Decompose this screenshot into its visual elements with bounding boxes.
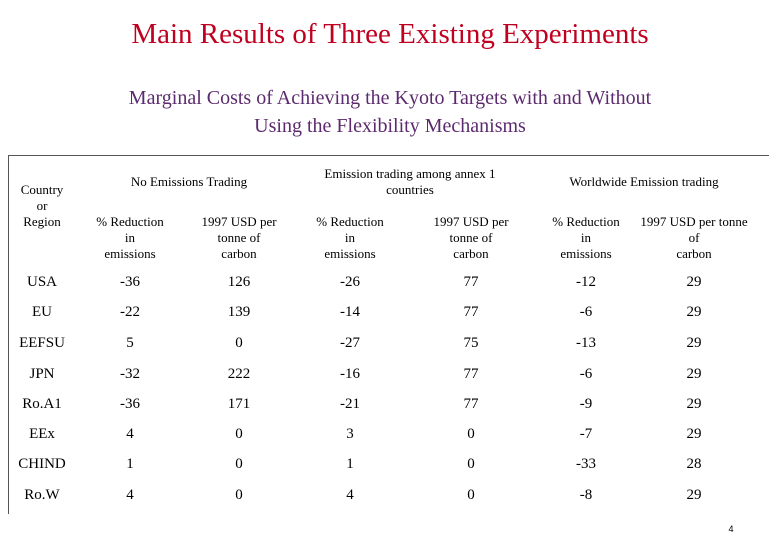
sub-header-1: % Reduction in emissions [82,212,178,264]
value-cell: 3 [346,426,354,442]
header-line: Country [20,182,64,197]
region-cell: Ro.A1 [22,396,62,412]
header-line: tonne of [449,230,493,245]
value-cell: 77 [463,396,479,412]
subtitle-line: Using the Flexibility Mechanisms [254,115,526,137]
group-header-1: No Emissions Trading [84,160,294,204]
value-cell: -8 [579,487,593,503]
page-number: 4 [728,524,734,534]
slide-subtitle: Marginal Costs of Achieving the Kyoto Ta… [0,84,780,140]
value-cell: 222 [227,366,251,382]
value-cell: -12 [576,274,596,290]
results-table-frame [8,155,769,514]
header-line: or [36,198,48,213]
value-cell: 29 [686,274,702,290]
value-cell: 4 [346,487,354,503]
value-cell: 1 [126,456,134,472]
header-line: % Reduction [552,214,620,229]
region-cell: CHIND [18,456,66,472]
region-cell: EU [32,304,52,320]
header-line: No Emissions Trading [130,174,248,189]
header-line: of [688,230,700,245]
value-cell: 29 [686,396,702,412]
value-cell: -9 [579,396,593,412]
value-cell: 29 [686,426,702,442]
value-cell: 0 [467,487,475,503]
header-line: carbon [453,246,489,261]
region-cell: EEFSU [19,335,65,351]
value-cell: 77 [463,366,479,382]
header-line: Region [23,214,61,229]
value-cell: 0 [235,426,243,442]
header-line: emissions [324,246,376,261]
value-cell: -13 [576,335,596,351]
header-line: % Reduction [96,214,164,229]
region-cell: JPN [29,366,55,382]
header-line: tonne of [217,230,261,245]
header-line: emissions [560,246,612,261]
value-cell: 29 [686,335,702,351]
value-cell: 29 [686,304,702,320]
header-line: in [124,230,136,245]
value-cell: 126 [227,274,251,290]
subtitle-line: Marginal Costs of Achieving the Kyoto Ta… [128,87,652,109]
sub-header-4: 1997 USD per tonne of carbon [406,212,536,264]
header-line: 1997 USD per [433,214,509,229]
region-cell: USA [26,274,57,290]
value-cell: 29 [686,366,702,382]
header-line: carbon [676,246,712,261]
header-line: in [344,230,356,245]
sub-header-3: % Reduction in emissions [297,212,403,264]
value-cell: 4 [126,426,134,442]
header-line: Emission trading among annex 1 [324,166,496,181]
value-cell: 77 [463,274,479,290]
value-cell: 75 [463,335,479,351]
value-cell: -27 [340,335,360,351]
value-cell: -22 [120,304,140,320]
header-line: 1997 USD per tonne [640,214,748,229]
header-line: in [580,230,592,245]
value-cell: 0 [467,426,475,442]
value-cell: -6 [579,366,593,382]
group-header-3: Worldwide Emission trading [529,160,759,204]
value-cell: -14 [340,304,360,320]
header-line: carbon [221,246,257,261]
value-cell: 1 [346,456,354,472]
region-cell: Ro.W [24,487,60,503]
value-cell: -36 [120,396,140,412]
value-cell: -16 [340,366,360,382]
sub-header-2: 1997 USD per tonne of carbon [184,212,294,264]
value-cell: 0 [235,456,243,472]
value-cell: -21 [340,396,360,412]
value-cell: 29 [686,487,702,503]
value-cell: 4 [126,487,134,503]
value-cell: 0 [467,456,475,472]
header-line: % Reduction [316,214,384,229]
slide-title: Main Results of Three Existing Experimen… [131,18,649,50]
value-cell: -26 [340,274,360,290]
value-cell: -33 [576,456,596,472]
value-cell: 0 [235,335,243,351]
header-line: emissions [104,246,156,261]
header-line: 1997 USD per [201,214,277,229]
value-cell: 77 [463,304,479,320]
sub-header-5: % Reduction in emissions [536,212,636,264]
sub-header-6: 1997 USD per tonne of carbon [624,212,764,264]
region-cell: EEx [29,426,55,442]
header-line: countries [386,182,434,197]
row-header-country-region: Country or Region [9,176,75,236]
value-cell: 28 [686,456,702,472]
value-cell: -7 [579,426,593,442]
value-cell: -36 [120,274,140,290]
group-header-2: Emission trading among annex 1 countries [305,160,515,204]
value-cell: -32 [120,366,140,382]
value-cell: 139 [227,304,251,320]
header-line: Worldwide Emission trading [569,174,719,189]
value-cell: -6 [579,304,593,320]
value-cell: 0 [235,487,243,503]
value-cell: 171 [227,396,251,412]
value-cell: 5 [126,335,134,351]
